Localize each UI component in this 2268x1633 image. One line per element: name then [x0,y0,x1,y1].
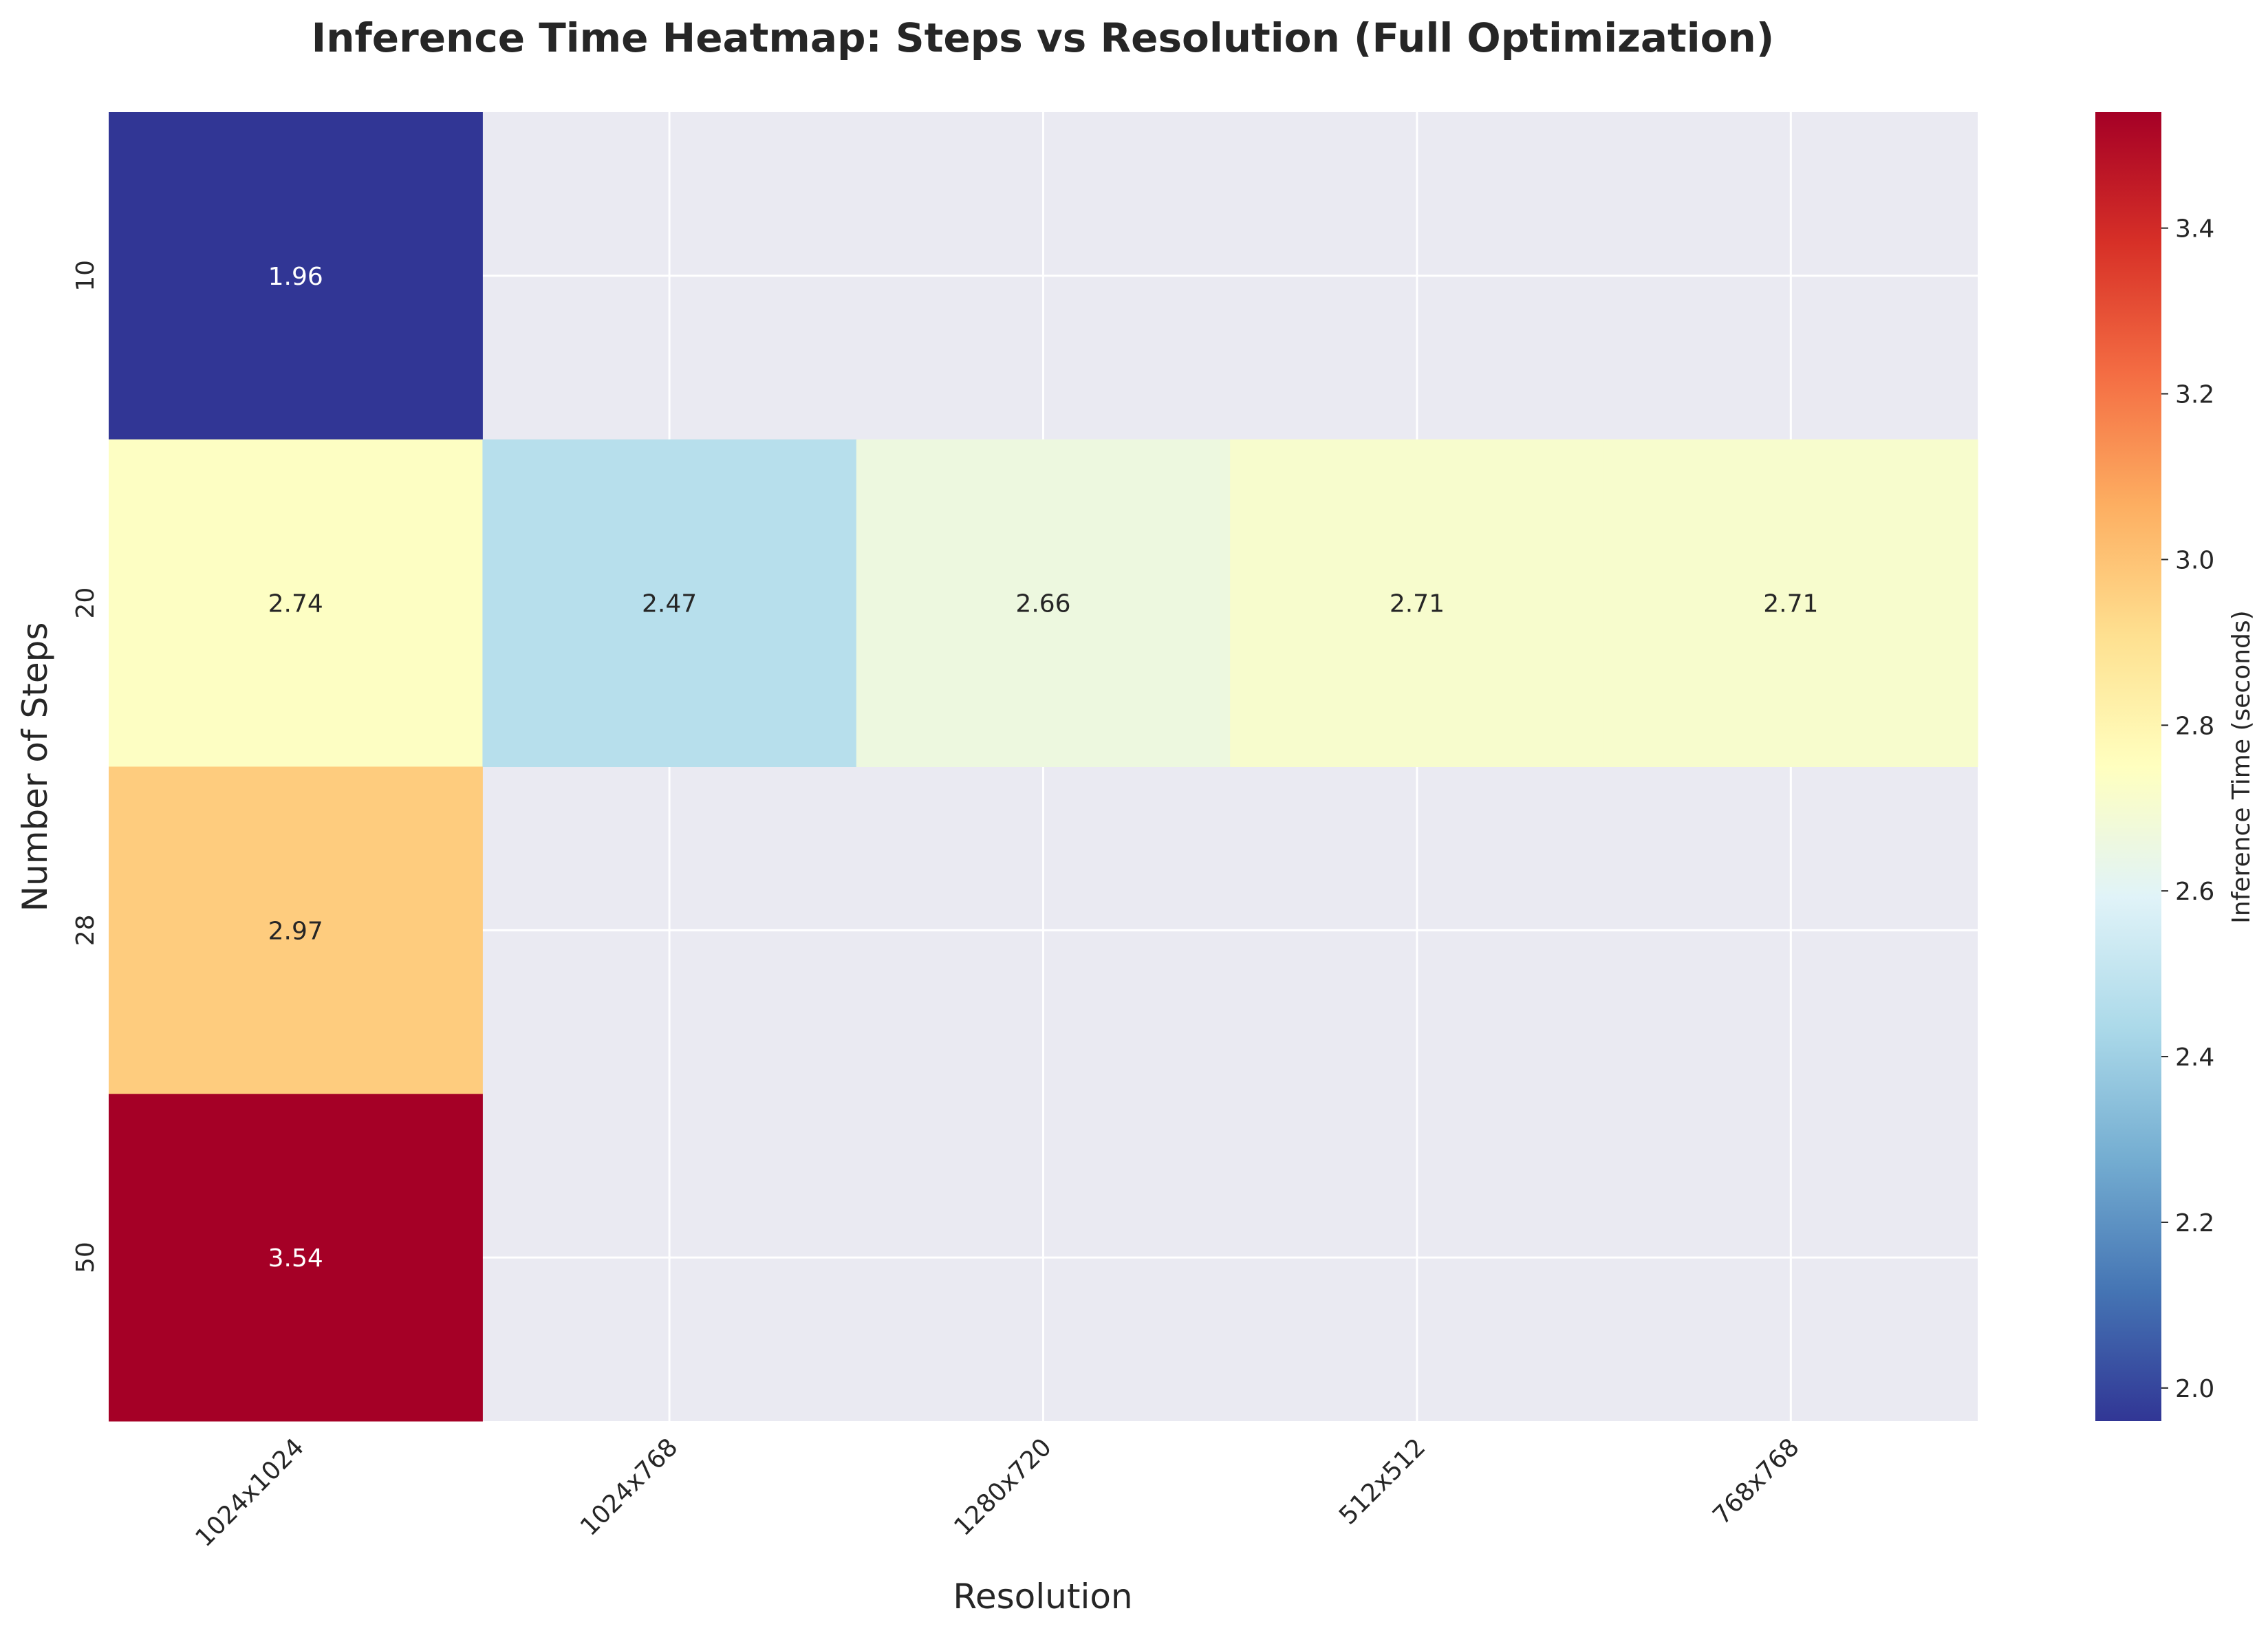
heatmap-cell [1603,439,1978,767]
y-tick-label: 28 [72,914,100,946]
x-tick-label: 1024x768 [575,1433,683,1541]
colorbar-tick-label: 3.4 [2175,215,2214,244]
cell-value-label: 1.96 [268,263,323,291]
colorbar-tick-label: 2.0 [2175,1375,2214,1403]
heatmap-cell [1230,439,1605,767]
x-tick-label: 512x512 [1334,1433,1431,1530]
heatmap-cell [109,1094,483,1422]
colorbar: 2.0 2.2 2.4 2.6 2.8 3.0 3.2 3.4 Inference Time … [2095,112,2256,1421]
cell-value-label: 2.47 [642,590,697,618]
colorbar-gradient [2095,112,2161,1421]
colorbar-tick-label: 3.2 [2175,381,2214,409]
colorbar-tick-label: 3.0 [2175,546,2214,574]
x-axis-ticks: 1024x1024 1024x768 1280x720 512x512 768x768 [190,1433,1804,1553]
y-axis-ticks: 10 20 28 50 [72,260,100,1273]
plot-area: 1.96 2.74 2.47 2.66 2.71 2.71 2.97 3.54 [109,112,1978,1422]
heatmap-cell [109,766,483,1094]
heatmap-cells [109,112,1978,1422]
y-tick-label: 20 [72,587,100,619]
colorbar-ticks: 2.0 2.2 2.4 2.6 2.8 3.0 3.2 3.4 [2161,215,2214,1403]
x-tick-label: 768x768 [1707,1433,1804,1530]
cell-value-label: 2.71 [1763,590,1818,618]
cell-value-label: 2.74 [268,590,323,618]
heatmap-cell [482,439,857,767]
y-tick-label: 50 [72,1242,100,1273]
colorbar-tick-label: 2.2 [2175,1209,2214,1237]
y-axis-label: Number of Steps [15,623,55,912]
x-tick-label: 1024x1024 [190,1433,310,1553]
colorbar-tick-label: 2.4 [2175,1043,2214,1072]
x-axis-label: Resolution [953,1577,1132,1616]
x-tick-label: 1280x720 [949,1433,1057,1541]
heatmap-cell-labels: 1.96 2.74 2.47 2.66 2.71 2.71 2.97 3.54 [268,263,1819,1273]
colorbar-tick-label: 2.8 [2175,712,2214,740]
chart-title: Inference Time Heatmap: Steps vs Resolut… [312,14,1775,61]
colorbar-label: Inference Time (seconds) [2227,610,2256,923]
heatmap-cell [109,439,483,767]
cell-value-label: 2.66 [1015,590,1070,618]
colorbar-tick-label: 2.6 [2175,878,2214,906]
cell-value-label: 3.54 [268,1244,323,1273]
cell-value-label: 2.97 [268,917,323,945]
heatmap-cell [856,439,1231,767]
heatmap-cell [109,112,483,440]
cell-value-label: 2.71 [1390,590,1445,618]
y-tick-label: 10 [72,260,100,292]
